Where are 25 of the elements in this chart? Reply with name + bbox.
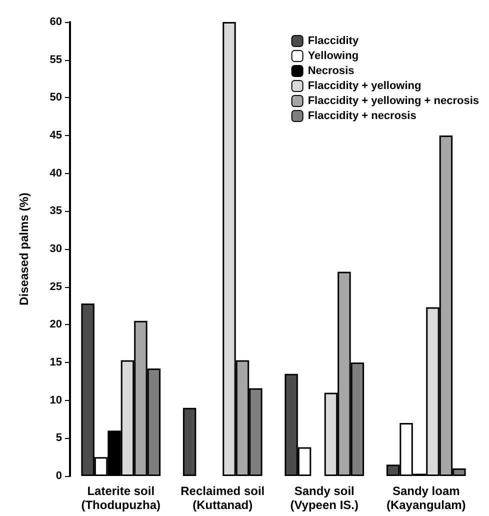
y-tick-label: 45 (50, 130, 62, 142)
legend-label: Flaccidity + yellowing (308, 80, 422, 92)
x-tick-label: Laterite soil (Thodupuzha) (81, 484, 161, 512)
y-tick-label: 25 (50, 280, 62, 293)
y-tick-label: 20 (50, 318, 62, 331)
y-tick-label: 10 (50, 394, 62, 406)
y-tick-label: 40 (50, 167, 62, 180)
y-tick-label: 35 (50, 205, 62, 218)
y-tick-label: 15 (50, 356, 62, 368)
legend-label: Necrosis (308, 65, 354, 77)
legend-label: Flaccidity (308, 35, 360, 47)
x-tick-label: Sandy loam (Kayangulam) (386, 484, 466, 512)
legend-label: Yellowing (308, 50, 359, 62)
x-tick-label: Sandy soil (Vypeen IS.) (290, 484, 358, 512)
y-tick-label: 30 (50, 243, 62, 255)
legend-label: Flaccidity + necrosis (308, 110, 416, 122)
y-axis-title: Diseased palms (%) (17, 192, 31, 306)
y-tick-label: 5 (56, 432, 62, 444)
y-tick-label: 0 (56, 470, 62, 482)
y-tick-label: 60 (50, 16, 62, 28)
bar (182, 408, 196, 476)
x-tick-label: Reclaimed soil (Kuttanad) (180, 484, 265, 512)
y-tick-label: 55 (50, 54, 62, 66)
y-tick-label: 50 (50, 92, 62, 104)
legend-label: Flaccidity + yellowing + necrosis (308, 95, 480, 107)
